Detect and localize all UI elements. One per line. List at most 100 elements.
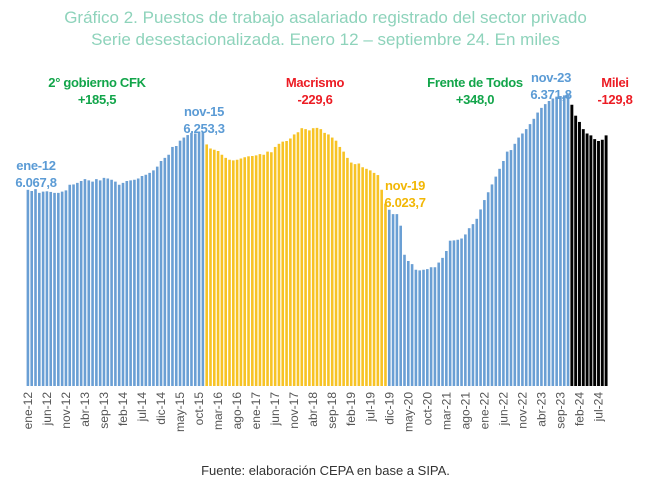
x-tick-label: nov-12 <box>59 392 73 429</box>
bar <box>216 151 220 386</box>
bar <box>391 214 395 386</box>
bar <box>41 191 45 386</box>
bar <box>570 104 574 386</box>
period-change: +348,0 <box>455 92 495 107</box>
bar <box>205 144 208 386</box>
bar <box>422 269 425 386</box>
point-label-nov-19: nov-19 6.023,7 <box>384 177 426 211</box>
bar <box>486 192 490 386</box>
bar <box>155 166 159 386</box>
bar <box>387 209 391 386</box>
x-tick-label: jun-17 <box>268 392 282 427</box>
bar <box>281 141 285 386</box>
bar <box>418 270 422 386</box>
bar <box>384 203 387 386</box>
bar <box>426 269 429 386</box>
bar <box>464 234 467 386</box>
chart-subtitle: Serie desestacionalizada. Enero 12 – sep… <box>91 30 560 49</box>
bar <box>346 157 349 386</box>
point-value: 6.067,8 <box>15 175 57 190</box>
bar <box>129 180 132 386</box>
x-tick-label: may-15 <box>173 392 187 432</box>
bar <box>559 96 562 386</box>
chart-title: Gráfico 2. Puestos de trabajo asalariado… <box>64 8 587 27</box>
bar <box>475 218 479 386</box>
bar <box>277 143 281 386</box>
bar <box>193 133 197 386</box>
x-tick-label: feb-14 <box>116 392 130 426</box>
x-tick-label: oct-20 <box>420 392 434 426</box>
bar <box>95 179 98 386</box>
bar <box>117 184 121 386</box>
bar <box>102 177 106 386</box>
bar <box>296 132 300 386</box>
bar <box>144 174 148 386</box>
bar <box>270 152 273 386</box>
point-month: nov-19 <box>384 178 426 193</box>
period-change: -229,6 <box>297 92 333 107</box>
source-footer: Fuente: elaboración CEPA en base a SIPA. <box>201 463 450 478</box>
period-label-frente-de-todos: Frente de Todos +348,0 <box>427 74 523 108</box>
bar <box>308 130 311 386</box>
bar <box>505 151 509 386</box>
bar <box>441 257 444 386</box>
bar <box>513 143 517 386</box>
bar <box>540 107 543 386</box>
bar <box>163 157 167 386</box>
bar <box>171 146 174 386</box>
bar <box>342 151 345 386</box>
bar <box>562 95 566 386</box>
bar <box>597 141 600 386</box>
bar <box>239 158 243 386</box>
bar <box>232 160 235 386</box>
bar <box>585 133 589 386</box>
bar <box>551 98 555 386</box>
bar <box>30 191 34 386</box>
bar <box>87 180 91 386</box>
x-tick-label: ene-22 <box>477 392 491 430</box>
x-tick-label: abr-18 <box>306 392 320 427</box>
period-label-macrismo: Macrismo -229,6 <box>286 74 345 108</box>
bar <box>502 161 505 386</box>
x-tick-label: dic-19 <box>382 392 396 425</box>
bar <box>483 200 486 386</box>
bar <box>197 132 201 386</box>
bar <box>319 129 323 386</box>
bar <box>361 167 364 386</box>
bar <box>547 101 551 386</box>
bar <box>289 138 292 386</box>
x-tick-label: nov-17 <box>287 392 301 429</box>
x-tick-label: jul-19 <box>363 392 377 423</box>
bar <box>429 267 433 386</box>
bar <box>133 179 136 386</box>
bar <box>159 161 163 386</box>
bar <box>243 157 247 386</box>
bar <box>79 181 83 386</box>
bar <box>110 179 113 386</box>
bar <box>509 150 513 386</box>
bar <box>498 168 501 386</box>
bar <box>593 139 597 386</box>
bar <box>247 156 250 386</box>
bar <box>448 240 452 386</box>
point-month: nov-23 <box>530 70 572 85</box>
bar <box>136 178 140 386</box>
bar <box>76 182 79 386</box>
period-name: 2° gobierno CFK <box>48 75 146 90</box>
bar <box>273 146 277 386</box>
bar <box>338 146 342 386</box>
bar <box>152 170 155 386</box>
x-tick-label: feb-24 <box>572 392 586 426</box>
bar <box>60 191 64 386</box>
period-label-milei: Milei -129,8 <box>597 74 632 108</box>
bar <box>490 184 494 386</box>
x-tick-label: ene-12 <box>21 392 35 430</box>
x-tick-label: feb-19 <box>344 392 358 426</box>
bar <box>167 154 170 386</box>
x-tick-label: ago-21 <box>458 392 472 430</box>
bar <box>372 172 376 386</box>
bar <box>528 124 532 386</box>
bar <box>201 131 205 386</box>
bar <box>34 189 37 386</box>
bar <box>45 191 49 386</box>
